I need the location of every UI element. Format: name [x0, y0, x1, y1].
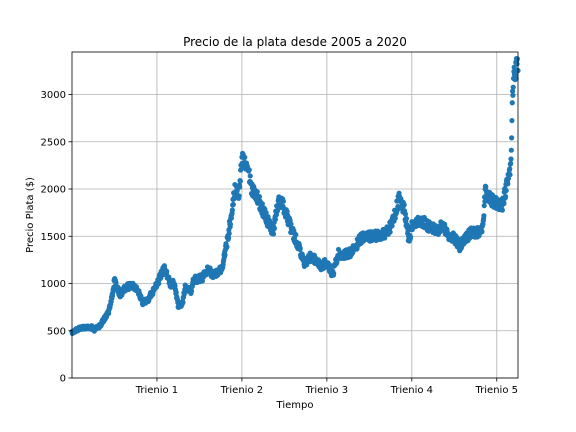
- data-point: [230, 201, 236, 208]
- data-point: [263, 210, 269, 216]
- y-tick-label: 2000: [41, 185, 66, 196]
- data-point: [236, 193, 242, 199]
- data-point: [242, 154, 248, 160]
- y-tick-label: 1500: [41, 232, 66, 243]
- data-point: [510, 84, 516, 90]
- data-point: [228, 215, 234, 221]
- y-tick-label: 3000: [41, 90, 66, 101]
- data-point: [387, 229, 393, 235]
- data-point: [280, 198, 286, 204]
- chart-title: Precio de la plata desde 2005 a 2020: [183, 35, 407, 49]
- data-point: [331, 270, 337, 277]
- data-point: [259, 201, 265, 207]
- data-point: [288, 221, 294, 227]
- x-tick-label: Trienio 2: [220, 385, 263, 396]
- data-point: [507, 172, 513, 178]
- data-point: [503, 188, 509, 194]
- data-point: [188, 288, 195, 294]
- data-point: [254, 189, 260, 195]
- data-point: [407, 234, 414, 240]
- data-point: [392, 215, 398, 221]
- data-point: [501, 200, 507, 207]
- data-point: [237, 178, 243, 184]
- x-tick-label: Trienio 5: [475, 385, 518, 396]
- data-point: [335, 246, 342, 253]
- data-point: [508, 156, 514, 162]
- data-point: [509, 135, 515, 141]
- data-point: [222, 252, 228, 258]
- data-point: [156, 280, 162, 287]
- data-point: [481, 203, 487, 209]
- data-point: [483, 184, 489, 190]
- data-point: [227, 221, 234, 227]
- data-point: [246, 167, 252, 173]
- data-point: [502, 193, 509, 200]
- data-point: [479, 229, 485, 235]
- data-point: [247, 173, 253, 179]
- data-point: [509, 88, 516, 94]
- y-axis-ticks: 0 500 1000 1500 2000 2500 3000: [41, 90, 72, 385]
- data-point: [297, 245, 303, 251]
- data-point: [509, 100, 515, 106]
- data-point: [284, 208, 290, 215]
- data-point: [164, 268, 170, 274]
- y-tick-label: 0: [60, 374, 66, 385]
- data-point: [514, 61, 520, 67]
- data-point: [326, 262, 333, 268]
- y-tick-label: 2500: [41, 137, 66, 148]
- data-point: [225, 235, 232, 241]
- data-point: [334, 259, 340, 265]
- data-point: [505, 181, 511, 187]
- x-axis-ticks: Trienio 1 Trienio 2 Trienio 3 Trienio 4 Trie…: [135, 378, 518, 396]
- data-point: [401, 202, 407, 208]
- data-point: [510, 92, 516, 98]
- data-point: [508, 147, 514, 153]
- data-point: [113, 279, 119, 286]
- data-point: [499, 207, 505, 213]
- data-point: [271, 225, 278, 232]
- data-point: [402, 211, 409, 217]
- data-point: [256, 194, 263, 200]
- x-tick-label: Trienio 4: [390, 385, 433, 396]
- data-point: [224, 244, 230, 250]
- data-point: [173, 289, 179, 296]
- data-point: [272, 216, 278, 223]
- data-point: [509, 117, 515, 124]
- plot-frame: [71, 51, 519, 379]
- data-point: [513, 75, 519, 81]
- y-tick-label: 500: [47, 326, 66, 337]
- data-point: [180, 300, 186, 306]
- y-axis-title: Precio Plata ($): [25, 177, 36, 253]
- data-point: [237, 184, 243, 190]
- y-tick-label: 1000: [41, 279, 66, 290]
- data-points: [69, 55, 521, 337]
- x-tick-label: Trienio 1: [135, 385, 178, 396]
- data-point: [270, 231, 277, 237]
- x-axis-title: Tiempo: [276, 400, 314, 411]
- x-tick-label: Trienio 3: [305, 385, 348, 396]
- data-point: [293, 232, 299, 238]
- grid-lines: [72, 52, 518, 379]
- data-point: [226, 230, 232, 237]
- data-point: [481, 213, 487, 219]
- data-point: [514, 56, 520, 62]
- data-point: [403, 215, 410, 222]
- data-point: [389, 223, 395, 229]
- data-point: [507, 166, 513, 172]
- data-point: [229, 207, 235, 213]
- data-point: [508, 160, 514, 167]
